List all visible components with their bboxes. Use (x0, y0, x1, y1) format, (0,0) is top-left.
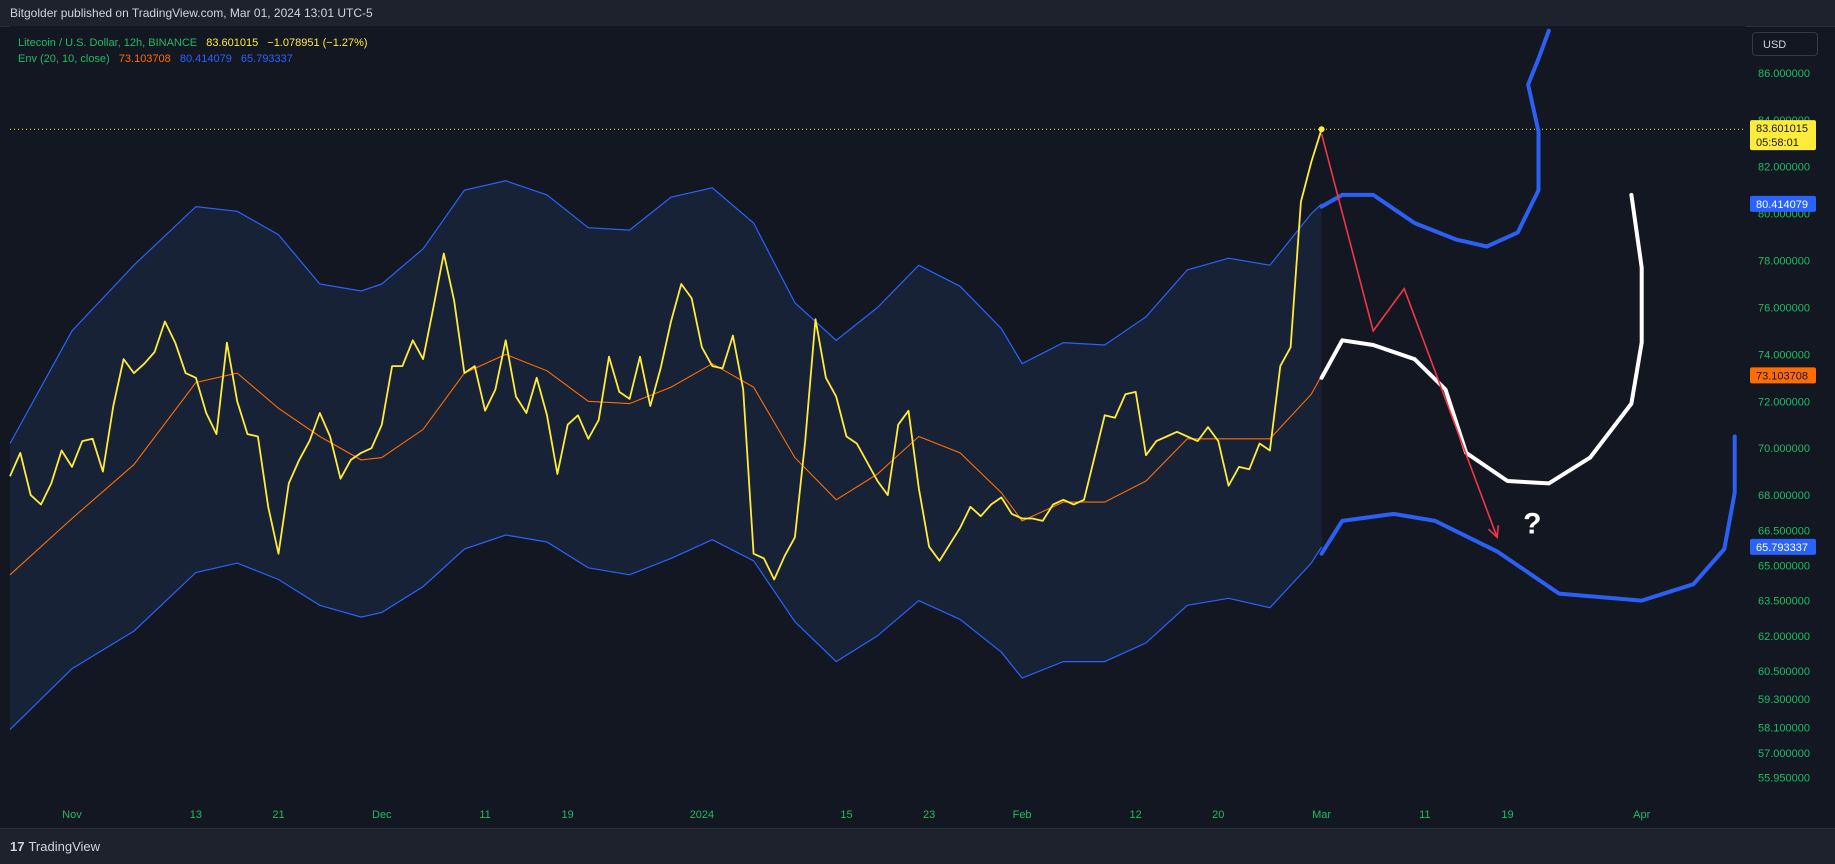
brand-label: TradingView (28, 839, 101, 854)
x-tick-label: 15 (840, 809, 852, 821)
forecast-arrow-head (1487, 525, 1500, 540)
price-tag-lower: 65.793337 (1756, 542, 1808, 554)
tradingview-logo-icon: 17 (10, 839, 25, 854)
x-tick-label: Feb (1013, 809, 1032, 821)
lower-band-line (9, 534, 1323, 731)
y-tick-label: 60.500000 (1758, 666, 1810, 678)
y-tick-label: 62.000000 (1758, 631, 1810, 643)
x-tick-label: 2024 (690, 809, 714, 821)
legend-indicator[interactable]: Env (20, 10, close) (18, 53, 110, 65)
basis-line (9, 353, 1323, 576)
tradingview-brand[interactable]: 17 TradingView (10, 839, 100, 854)
price-tag-basis-bg (1750, 367, 1816, 384)
x-tick-label: 21 (272, 809, 284, 821)
x-tick-label: 19 (1501, 809, 1513, 821)
price-tags-layer: 83.601015 05:58:01 80.414079 73.103708 65.79… (1750, 120, 1816, 555)
x-tick-label: Mar (1312, 809, 1331, 821)
y-tick-label: 65.000000 (1758, 560, 1810, 572)
upper-band-line (9, 180, 1323, 444)
x-tick-label: 20 (1212, 809, 1224, 821)
freehand-drawing-1 (1319, 28, 1551, 249)
price-tag-lower-bg (1750, 538, 1816, 555)
legend-basis: 73.103708 (118, 53, 171, 65)
freehand-drawing-2 (1319, 192, 1644, 486)
y-tick-label: 74.000000 (1758, 349, 1810, 361)
y-tick-label: 68.000000 (1758, 490, 1810, 502)
footer-bar: 17 TradingView (0, 828, 1835, 864)
legend-change: −1.078951 (−1.27%) (267, 37, 368, 49)
x-tick-label: 11 (479, 809, 490, 821)
price-tag-last: 83.601015 (1756, 123, 1808, 135)
time-axis-bg (10, 800, 1745, 828)
y-tick-label: 55.950000 (1758, 773, 1810, 785)
drawings-layer: ? (1319, 28, 1737, 603)
forecast-arrow (1320, 133, 1498, 538)
y-tick-label: 78.000000 (1758, 256, 1810, 268)
y-tick-label: 58.100000 (1758, 722, 1810, 734)
x-tick-label: Nov (62, 809, 82, 821)
y-tick-label: 57.000000 (1758, 748, 1810, 760)
x-tick-label: Dec (372, 809, 392, 821)
price-tag-upper-bg (1750, 195, 1816, 212)
price-tag-basis: 73.103708 (1756, 370, 1808, 382)
y-tick-label: 59.300000 (1758, 694, 1810, 706)
legend-price: 83.601015 (206, 37, 259, 49)
series-layer (9, 126, 1745, 581)
envelope-layer (9, 180, 1323, 731)
chart-legend: Litecoin / U.S. Dollar, 12h, BINANCE 83.… (18, 35, 374, 67)
x-tick-label: 23 (923, 809, 935, 821)
y-tick-label: 66.500000 (1758, 525, 1810, 537)
y-tick-label: 76.000000 (1758, 302, 1810, 314)
envelope-fill (10, 180, 1322, 730)
legend-price-row: Litecoin / U.S. Dollar, 12h, BINANCE 83.… (18, 35, 374, 51)
price-tag-upper: 80.414079 (1756, 199, 1808, 211)
price-line (9, 128, 1323, 581)
y-tick-label: 72.000000 (1758, 396, 1810, 408)
y-tick-label: 63.500000 (1758, 596, 1810, 608)
x-tick-label: 13 (190, 809, 202, 821)
publish-info: Bitgolder published on TradingView.com, … (10, 6, 373, 20)
legend-lower: 65.793337 (240, 53, 293, 65)
question-mark: ? (1523, 507, 1541, 540)
y-tick-label: 82.000000 (1758, 162, 1810, 174)
legend-upper: 80.414079 (179, 53, 232, 65)
legend-symbol[interactable]: Litecoin / U.S. Dollar, 12h, BINANCE (18, 37, 198, 49)
currency-button[interactable]: USD (1752, 32, 1818, 56)
x-tick-label: 19 (562, 809, 574, 821)
price-tag-last-bg (1750, 120, 1816, 151)
x-tick-label: Apr (1633, 809, 1650, 821)
y-tick-label: 86.000000 (1758, 68, 1810, 80)
y-tick-label: 70.000000 (1758, 443, 1810, 455)
freehand-drawing-3 (1319, 434, 1737, 603)
last-price-dot (1318, 126, 1325, 133)
x-tick-label: 11 (1419, 809, 1430, 821)
price-tag-countdown: 05:58:01 (1756, 137, 1799, 149)
legend-indicator-row: Env (20, 10, close) 73.103708 80.414079 … (18, 51, 374, 67)
x-tick-label: 12 (1130, 809, 1142, 821)
